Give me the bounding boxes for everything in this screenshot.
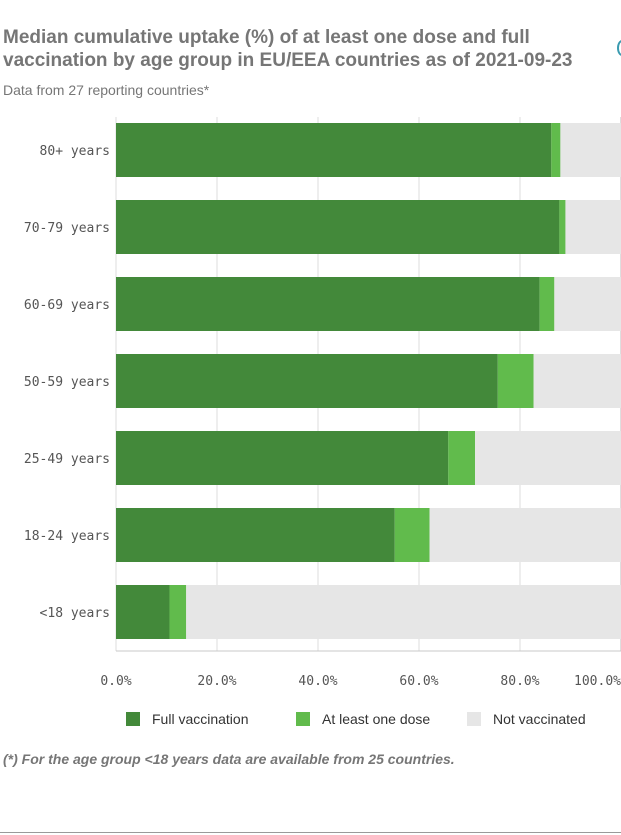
bar-none-0: [560, 123, 621, 177]
bar-partial-3: [497, 354, 534, 408]
chart-legend: Full vaccination At least one dose Not v…: [0, 708, 621, 730]
bar-full-0: [116, 123, 552, 177]
bar-full-4: [116, 431, 449, 485]
legend-swatch-none: [467, 712, 481, 726]
category-label: 18-24 years: [24, 529, 110, 544]
bar-partial-0: [551, 123, 561, 177]
legend-swatch-partial: [296, 712, 310, 726]
x-tick-label: 100.0%: [574, 674, 621, 689]
bar-full-3: [116, 354, 498, 408]
bar-full-1: [116, 200, 560, 254]
x-tick-label: 40.0%: [298, 674, 337, 689]
bar-none-5: [429, 508, 621, 562]
footnote: (*) For the age group <18 years data are…: [3, 751, 455, 767]
category-label: 60-69 years: [24, 298, 110, 313]
legend-item-not-vaccinated[interactable]: Not vaccinated: [467, 708, 586, 730]
bar-full-5: [116, 508, 395, 562]
menu-icon[interactable]: [617, 40, 621, 56]
bar-none-4: [475, 431, 621, 485]
legend-label-partial: At least one dose: [322, 711, 431, 727]
category-label: 80+ years: [40, 144, 110, 159]
bar-none-1: [565, 200, 621, 254]
category-label: 25-49 years: [24, 452, 110, 467]
legend-label-full: Full vaccination: [152, 711, 249, 727]
chart-subtitle: Data from 27 reporting countries*: [3, 82, 210, 98]
bar-full-6: [116, 585, 170, 639]
bar-partial-1: [559, 200, 566, 254]
x-tick-label: 80.0%: [500, 674, 539, 689]
bar-partial-6: [169, 585, 187, 639]
bar-none-3: [533, 354, 621, 408]
chart-title: Median cumulative uptake (%) of at least…: [3, 27, 573, 71]
legend-item-at-least-one-dose[interactable]: At least one dose: [296, 708, 430, 730]
category-label: 50-59 years: [24, 375, 110, 390]
category-label: <18 years: [40, 606, 110, 621]
legend-swatch-full: [126, 712, 140, 726]
x-tick-label: 0.0%: [100, 674, 131, 689]
bar-full-2: [116, 277, 540, 331]
bar-none-6: [186, 585, 621, 639]
legend-label-none: Not vaccinated: [493, 711, 586, 727]
category-label: 70-79 years: [24, 221, 110, 236]
bar-none-2: [554, 277, 621, 331]
legend-item-full-vaccination[interactable]: Full vaccination: [126, 708, 249, 730]
bar-partial-4: [448, 431, 476, 485]
bar-partial-2: [539, 277, 555, 331]
bottom-divider: [0, 832, 621, 833]
x-tick-label: 20.0%: [197, 674, 236, 689]
x-tick-label: 60.0%: [399, 674, 438, 689]
stacked-bar-chart: 80+ years 70-79 years 60-69 years 50-59 yea…: [24, 117, 621, 689]
bar-partial-5: [394, 508, 430, 562]
